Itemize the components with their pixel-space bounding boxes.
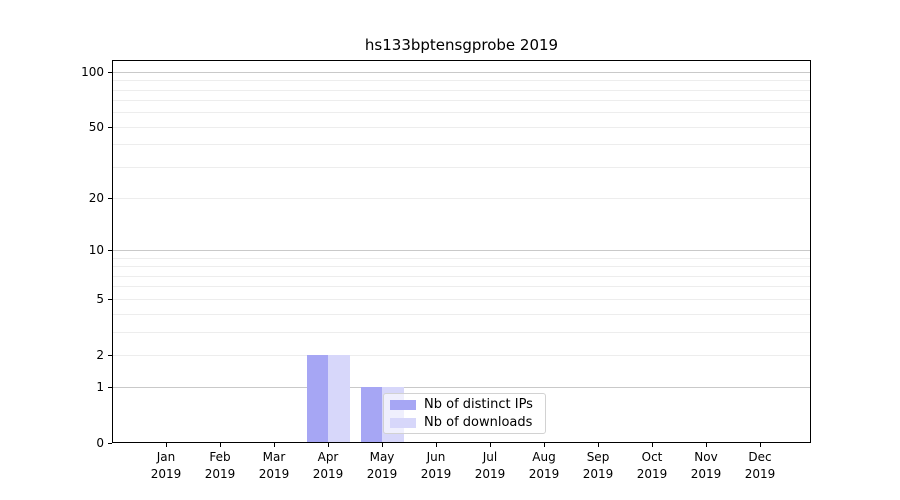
x-tick-label: Sep 2019 [582, 450, 614, 481]
x-tick-label: Nov 2019 [690, 450, 722, 481]
x-axis-tick [490, 443, 491, 447]
y-gridline-minor [112, 80, 811, 82]
legend-item-downloads: Nb of downloads [390, 414, 539, 432]
x-axis-tick [760, 443, 761, 447]
y-gridline-minor [112, 331, 811, 333]
y-gridline-minor [112, 198, 811, 200]
y-gridline-minor [112, 298, 811, 300]
x-tick-label: Apr 2019 [312, 450, 344, 481]
x-tick-label: Aug 2019 [528, 450, 560, 481]
y-gridline-major [112, 71, 811, 73]
y-tick-label: 100 [81, 64, 104, 79]
x-axis-tick [598, 443, 599, 447]
y-tick-label: 1 [96, 380, 104, 395]
y-gridline-minor [112, 100, 811, 102]
y-axis-tick [108, 250, 112, 252]
y-gridline-minor [112, 126, 811, 128]
y-gridline-major [112, 250, 811, 252]
y-axis-tick [108, 298, 112, 300]
y-tick-label: 10 [88, 243, 104, 258]
x-axis-tick [436, 443, 437, 447]
y-gridline-minor [112, 112, 811, 114]
y-gridline-minor [112, 286, 811, 288]
y-axis-tick [108, 387, 112, 389]
x-axis-tick [220, 443, 221, 447]
x-axis-tick [544, 443, 545, 447]
y-tick-label: 50 [88, 119, 104, 134]
x-axis-tick [382, 443, 383, 447]
y-gridline-minor [112, 166, 811, 168]
y-tick-label: 20 [88, 191, 104, 206]
chart-title: hs133bptensgprobe 2019 [364, 36, 559, 54]
y-axis-tick [108, 126, 112, 128]
y-gridline-minor [112, 354, 811, 356]
y-gridline-minor [112, 144, 811, 146]
legend: Nb of distinct IPs Nb of downloads [383, 393, 546, 434]
x-tick-label: Jul 2019 [474, 450, 506, 481]
y-gridline-minor [112, 257, 811, 259]
x-tick-label: Jan 2019 [150, 450, 182, 481]
legend-label-distinct-ips: Nb of distinct IPs [424, 396, 533, 412]
bar-distinct-ips-apr [306, 354, 328, 443]
bar-downloads-apr [328, 354, 350, 443]
x-tick-label: May 2019 [366, 450, 398, 481]
plot-area [112, 60, 811, 443]
y-gridline-minor [112, 266, 811, 268]
bar-distinct-ips-may [360, 387, 382, 443]
y-gridline-minor [112, 89, 811, 91]
legend-swatch-downloads [390, 417, 416, 428]
y-axis-tick [108, 71, 112, 73]
x-tick-label: Oct 2019 [636, 450, 668, 481]
y-tick-label: 5 [96, 291, 104, 306]
y-gridline-major [112, 387, 811, 389]
x-tick-label: Jun 2019 [420, 450, 452, 481]
legend-swatch-distinct-ips [390, 399, 416, 410]
y-axis-tick [108, 443, 112, 444]
x-axis-tick [274, 443, 275, 447]
legend-item-distinct-ips: Nb of distinct IPs [390, 396, 539, 414]
y-tick-label: 0 [96, 436, 104, 450]
x-tick-label: Dec 2019 [744, 450, 776, 481]
x-tick-label: Feb 2019 [204, 450, 236, 481]
x-axis-tick [652, 443, 653, 447]
y-gridline-minor [112, 313, 811, 315]
x-axis-tick [706, 443, 707, 447]
legend-label-downloads: Nb of downloads [424, 414, 533, 430]
x-tick-label: Mar 2019 [258, 450, 290, 481]
y-axis-tick [108, 354, 112, 356]
x-axis-tick [166, 443, 167, 447]
x-axis-tick [328, 443, 329, 447]
y-axis-tick [108, 198, 112, 200]
y-gridline-minor [112, 275, 811, 277]
y-tick-label: 2 [96, 347, 104, 362]
